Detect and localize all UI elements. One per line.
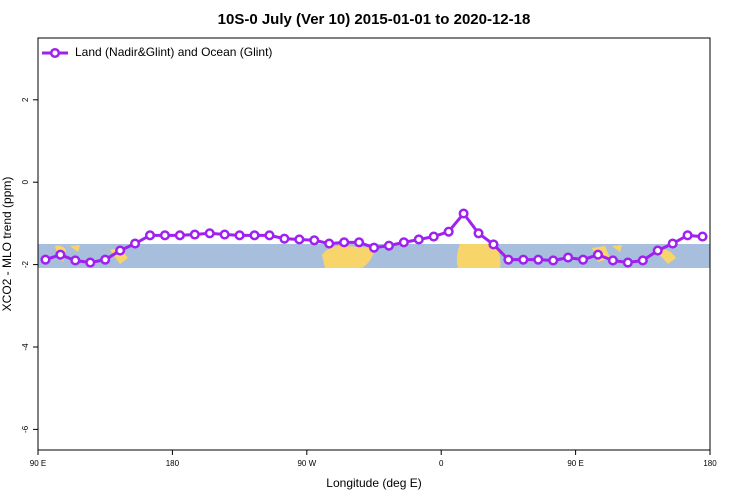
y-tick-label: -2: [21, 260, 30, 268]
data-point: [294, 234, 305, 245]
y-tick-label: 0: [21, 179, 30, 184]
data-point: [159, 230, 170, 241]
data-point: [279, 233, 290, 244]
data-point: [592, 249, 604, 260]
data-point: [682, 230, 693, 241]
data-point: [130, 238, 141, 249]
y-tick-label: -6: [21, 425, 30, 433]
data-point: [249, 230, 260, 241]
data-point: [637, 255, 648, 266]
x-tick-label: 90 W: [297, 459, 316, 468]
data-point: [458, 208, 469, 219]
data-point: [697, 231, 708, 242]
x-tick-label: 0: [439, 459, 444, 468]
data-point: [264, 230, 275, 241]
data-point: [622, 257, 633, 268]
data-point: [354, 237, 365, 248]
data-point: [309, 235, 320, 246]
data-point: [174, 230, 185, 241]
data-point: [488, 239, 499, 250]
x-tick-label: 180: [166, 459, 180, 468]
data-point: [339, 237, 350, 248]
data-point: [144, 230, 156, 241]
data-point: [383, 240, 394, 251]
data-point: [652, 245, 663, 256]
data-point: [100, 254, 111, 265]
data-point: [324, 238, 335, 249]
data-point: [40, 254, 51, 265]
data-point: [518, 254, 529, 265]
x-tick-label: 180: [703, 459, 717, 468]
data-point: [607, 255, 618, 266]
data-point: [503, 254, 514, 265]
legend-marker: [49, 47, 61, 59]
data-point: [115, 245, 126, 256]
data-point: [70, 255, 81, 266]
data-point: [548, 255, 559, 266]
data-point: [204, 228, 215, 239]
data-point: [473, 228, 484, 239]
y-axis-label: XCO2 - MLO trend (ppm): [0, 177, 14, 312]
data-point: [219, 229, 230, 240]
legend-label: Land (Nadir&Glint) and Ocean (Glint): [75, 45, 272, 59]
data-point: [398, 237, 409, 248]
x-tick-label: 90 E: [30, 459, 46, 468]
data-point: [85, 257, 96, 268]
data-point: [368, 242, 380, 253]
x-axis-label: Longitude (deg E): [326, 476, 421, 490]
data-point: [428, 231, 439, 242]
data-point: [563, 252, 574, 263]
x-tick-label: 90 E: [567, 459, 583, 468]
data-point: [234, 230, 245, 241]
data-point: [533, 254, 544, 265]
plot-frame: [37, 37, 711, 451]
y-tick-label: -4: [21, 343, 30, 351]
chart-title: 10S-0 July (Ver 10) 2015-01-01 to 2020-1…: [218, 11, 531, 28]
data-point: [55, 249, 66, 260]
y-tick-label: 2: [21, 97, 30, 102]
data-point: [443, 226, 454, 237]
data-point: [189, 229, 200, 240]
data-point: [667, 238, 678, 249]
data-point: [413, 234, 424, 245]
data-point: [578, 254, 589, 265]
